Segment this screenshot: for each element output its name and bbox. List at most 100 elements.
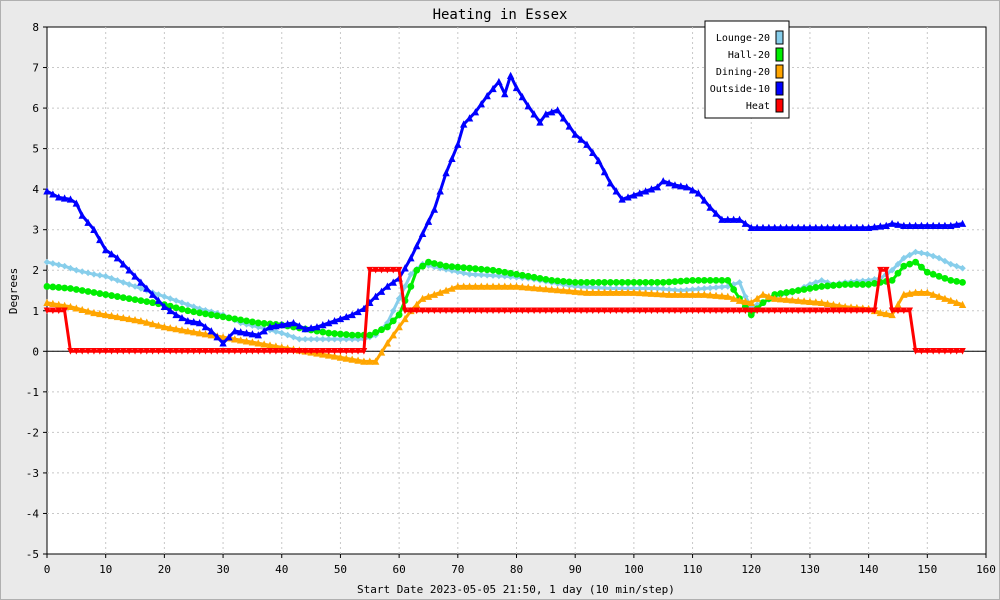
data-point-dining-20	[442, 286, 450, 294]
data-point-outside-10	[559, 114, 568, 122]
data-point-outside-10	[178, 313, 186, 322]
data-point-hall-20	[172, 304, 180, 312]
data-point-heat	[742, 307, 749, 315]
data-point-heat	[184, 348, 192, 355]
data-point-hall-20	[636, 278, 644, 286]
data-point-heat	[143, 348, 151, 355]
data-point-dining-20	[782, 295, 791, 303]
data-point-outside-10	[947, 221, 955, 229]
data-point-outside-10	[424, 217, 433, 225]
data-point-outside-10	[295, 322, 304, 330]
data-point-heat	[254, 348, 262, 355]
data-point-hall-20	[700, 276, 708, 284]
data-point-outside-10	[524, 102, 532, 110]
data-point-hall-20	[847, 281, 855, 288]
data-point-heat	[202, 348, 209, 355]
data-point-lounge-20	[477, 271, 485, 279]
data-point-heat	[243, 348, 250, 355]
data-point-outside-10	[577, 135, 585, 143]
data-point-hall-20	[683, 277, 691, 285]
y-tick-label: 3	[32, 224, 39, 237]
chart-title: Heating in Essex	[433, 7, 568, 23]
data-point-lounge-20	[495, 272, 503, 280]
data-point-heat	[284, 348, 291, 355]
data-point-lounge-20	[589, 284, 597, 291]
data-point-hall-20	[125, 295, 133, 303]
data-point-hall-20	[612, 278, 620, 286]
x-tick-label: 0	[44, 563, 51, 576]
data-point-heat	[677, 307, 685, 315]
data-point-lounge-20	[331, 335, 338, 343]
data-point-lounge-20	[108, 275, 115, 282]
x-tick-label: 50	[334, 563, 347, 576]
data-point-outside-10	[565, 122, 574, 130]
data-point-outside-10	[213, 333, 221, 341]
data-point-lounge-20	[489, 272, 497, 279]
data-point-outside-10	[125, 266, 133, 274]
legend-swatch-dining-20	[775, 64, 784, 79]
data-point-outside-10	[653, 183, 662, 191]
data-point-hall-20	[143, 298, 151, 306]
data-point-outside-10	[741, 219, 750, 227]
data-point-dining-20	[330, 352, 339, 360]
data-point-dining-20	[459, 282, 468, 290]
data-point-heat	[835, 307, 843, 315]
data-point-outside-10	[841, 223, 849, 231]
data-point-hall-20	[906, 260, 914, 268]
data-point-outside-10	[788, 223, 797, 231]
data-point-outside-10	[923, 221, 932, 229]
data-point-hall-20	[436, 261, 444, 269]
data-point-dining-20	[935, 292, 943, 300]
data-point-heat	[161, 348, 168, 355]
data-point-hall-20	[706, 276, 714, 284]
data-point-dining-20	[553, 286, 562, 294]
data-point-hall-20	[378, 326, 385, 334]
data-point-outside-10	[941, 221, 949, 229]
data-point-lounge-20	[161, 293, 168, 300]
data-point-outside-10	[682, 183, 691, 191]
data-point-outside-10	[330, 317, 339, 325]
data-point-heat	[595, 307, 602, 315]
data-point-heat	[448, 307, 456, 315]
data-point-hall-20	[413, 266, 421, 274]
data-point-dining-20	[60, 301, 69, 310]
data-point-outside-10	[548, 108, 556, 116]
data-point-hall-20	[677, 277, 685, 285]
data-point-lounge-20	[67, 264, 74, 272]
data-point-outside-10	[706, 203, 714, 211]
data-point-lounge-20	[278, 329, 286, 337]
data-point-outside-10	[266, 323, 274, 331]
data-point-dining-20	[119, 313, 127, 322]
data-point-lounge-20	[178, 299, 186, 306]
data-point-hall-20	[941, 274, 949, 282]
data-point-heat	[706, 307, 714, 315]
data-point-outside-10	[647, 185, 656, 193]
data-point-hall-20	[131, 296, 139, 304]
data-point-outside-10	[113, 254, 122, 262]
data-point-hall-20	[653, 278, 661, 286]
data-point-outside-10	[694, 189, 703, 197]
data-point-dining-20	[653, 289, 662, 298]
data-point-lounge-20	[935, 254, 943, 262]
data-point-outside-10	[630, 191, 638, 199]
data-point-dining-20	[882, 309, 890, 318]
data-point-dining-20	[389, 331, 397, 339]
data-point-heat	[131, 348, 139, 355]
data-point-outside-10	[319, 321, 327, 329]
data-point-heat	[830, 307, 837, 315]
data-point-dining-20	[348, 355, 356, 363]
y-tick-label: -5	[26, 548, 39, 561]
data-point-outside-10	[454, 140, 462, 148]
data-point-lounge-20	[290, 333, 297, 341]
data-point-outside-10	[952, 220, 961, 228]
data-point-outside-10	[201, 323, 210, 331]
data-point-heat	[906, 307, 914, 315]
data-point-heat	[894, 307, 902, 315]
data-point-outside-10	[864, 223, 873, 231]
data-point-outside-10	[712, 209, 720, 217]
data-point-heat	[794, 307, 802, 315]
y-tick-label: -2	[26, 426, 39, 439]
data-point-lounge-20	[953, 262, 960, 270]
data-point-heat	[460, 307, 467, 315]
data-point-heat	[648, 307, 655, 315]
